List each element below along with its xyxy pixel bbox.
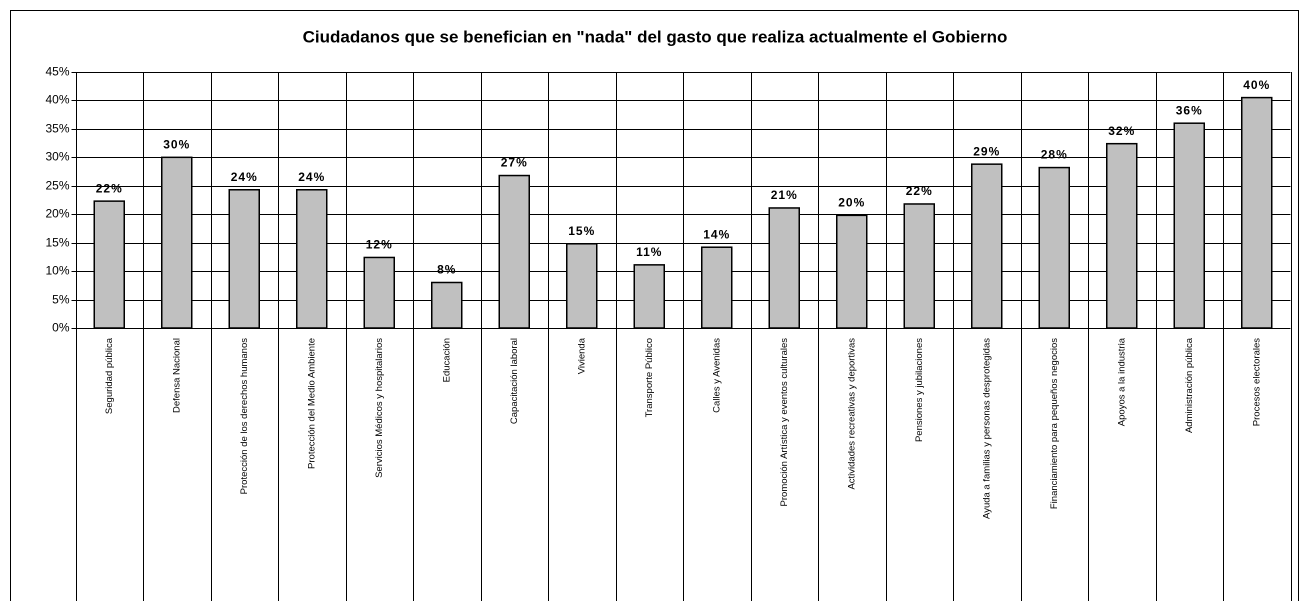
value-label: 24% xyxy=(298,170,325,184)
x-tick-label: Apoyos a la industria xyxy=(1116,337,1127,426)
value-label: 21% xyxy=(771,188,798,202)
x-tick-label: Calles y Avenidas xyxy=(711,338,722,413)
bar xyxy=(1241,96,1273,329)
value-label: 11% xyxy=(636,245,662,259)
value-label: 15% xyxy=(568,224,595,238)
value-label: 22% xyxy=(906,184,933,198)
bar xyxy=(836,214,868,329)
y-tick-label: 0% xyxy=(52,321,70,335)
value-label: 32% xyxy=(1108,124,1135,138)
x-tick-label: Vivienda xyxy=(576,337,587,374)
chart-title: Ciudadanos que se benefician en "nada" d… xyxy=(303,27,1008,46)
bar xyxy=(1038,166,1070,329)
y-tick-label: 25% xyxy=(45,179,69,193)
bar xyxy=(228,189,260,329)
x-tick-label: Transporte Público xyxy=(644,338,655,417)
value-label: 12% xyxy=(366,238,393,252)
y-tick-label: 15% xyxy=(45,236,69,250)
x-tick-label: Protección del Medio Ambiente xyxy=(306,338,317,469)
x-tick-label: Actividades recreativas y deportivas xyxy=(846,338,857,490)
value-label: 27% xyxy=(501,156,528,170)
value-label: 8% xyxy=(437,263,456,277)
y-tick-label: 45% xyxy=(45,65,69,79)
x-tick-label: Protección de los derechos humanos xyxy=(239,338,250,495)
bar xyxy=(768,207,800,329)
value-label: 36% xyxy=(1176,103,1203,117)
y-tick-label: 30% xyxy=(45,150,69,164)
value-label: 22% xyxy=(96,181,123,195)
x-tick-label: Capacitación laboral xyxy=(509,338,520,424)
bar xyxy=(566,243,598,329)
x-tick-label: Procesos electorales xyxy=(1251,338,1262,426)
y-tick-label: 20% xyxy=(45,207,69,221)
bar xyxy=(93,200,125,329)
y-tick-label: 5% xyxy=(52,293,70,307)
value-label: 29% xyxy=(973,144,1000,158)
value-label: 24% xyxy=(231,170,258,184)
x-tick-label: Educación xyxy=(441,338,452,382)
bar xyxy=(161,156,193,329)
x-tick-label: Seguridad pública xyxy=(104,337,115,414)
bar xyxy=(701,246,733,329)
x-tick-label: Ayuda a familias y personas desprotegida… xyxy=(981,338,992,519)
y-tick-label: 40% xyxy=(45,93,69,107)
y-tick-label: 10% xyxy=(45,264,69,278)
bar xyxy=(633,264,665,329)
value-label: 20% xyxy=(838,196,865,210)
bar xyxy=(363,256,395,329)
y-tick-label: 35% xyxy=(45,122,69,136)
bar xyxy=(1173,122,1205,329)
value-label: 40% xyxy=(1243,78,1270,92)
x-tick-label: Administración pública xyxy=(1184,337,1195,433)
bar xyxy=(431,281,463,329)
x-tick-label: Pensiones y jubilaciones xyxy=(914,338,925,442)
value-label: 28% xyxy=(1041,148,1068,162)
value-label: 14% xyxy=(703,227,730,241)
bar xyxy=(971,163,1003,329)
value-label: 30% xyxy=(163,138,190,152)
x-tick-label: Servicios Médicos y hospitalarios xyxy=(374,338,385,478)
bar xyxy=(903,203,935,329)
x-tick-label: Financiamiento para pequeños negocios xyxy=(1049,338,1060,509)
x-tick-label: Defensa Nacional xyxy=(171,338,182,413)
bar xyxy=(498,174,530,329)
bar xyxy=(296,189,328,329)
bar xyxy=(1106,142,1138,329)
x-tick-label: Promoción Artística y eventos culturales xyxy=(779,338,790,507)
